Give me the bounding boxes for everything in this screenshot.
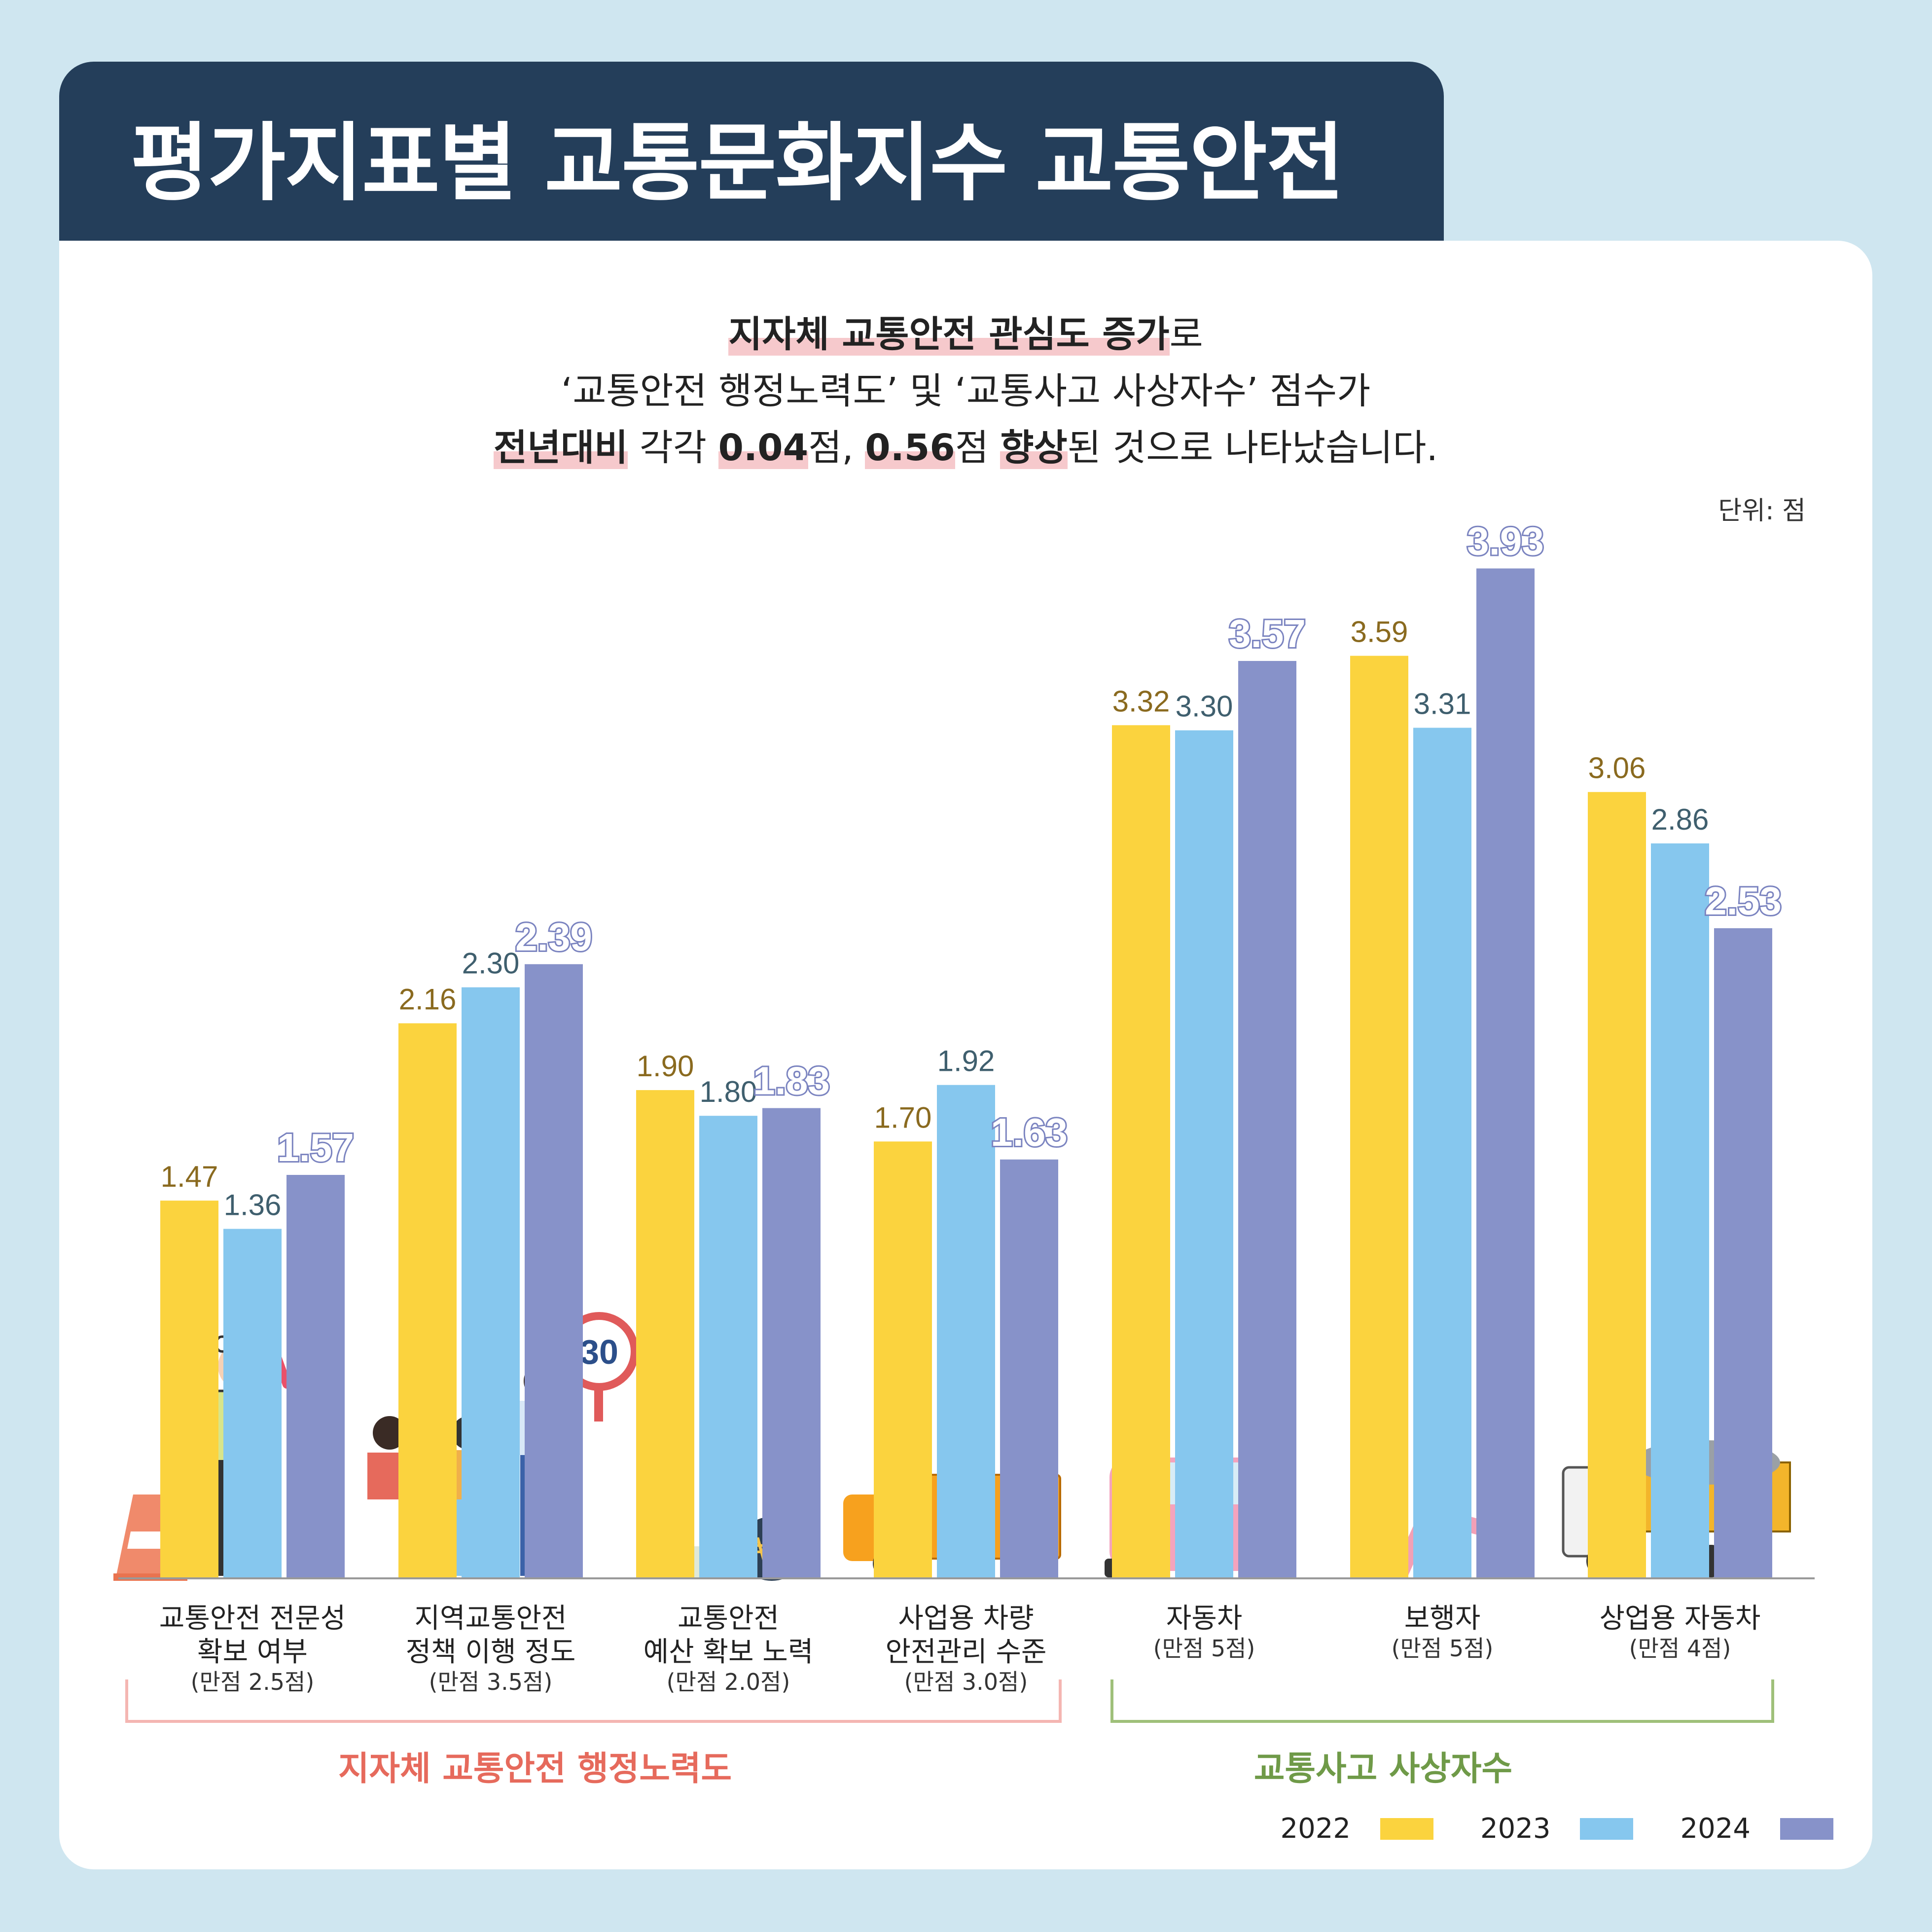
legend: 2022 2023 2024 bbox=[1233, 1813, 1833, 1845]
category-max-score: (만점 3.0점) bbox=[904, 1669, 1028, 1695]
value-label-2023-5: 3.31 bbox=[1414, 687, 1471, 720]
category-label: 정책 이행 정도 bbox=[406, 1636, 576, 1668]
bar-2023-5 bbox=[1413, 728, 1471, 1578]
category-label: 상업용 자동차 bbox=[1600, 1603, 1761, 1635]
category-label: 사업용 차량 bbox=[898, 1603, 1034, 1635]
bar-2023-2 bbox=[699, 1116, 757, 1578]
category-max-score: (만점 5점) bbox=[1153, 1635, 1255, 1662]
intro-highlight: 0.56 bbox=[865, 427, 955, 469]
intro-line-2: ‘교통안전 행정노력도’ 및 ‘교통사고 사상자수’ 점수가 bbox=[561, 370, 1371, 412]
value-label-2022-2: 1.90 bbox=[637, 1050, 694, 1083]
value-label-2022-0: 1.47 bbox=[161, 1160, 218, 1193]
bar-2022-0 bbox=[160, 1201, 218, 1578]
category-label: 지역교통안전 bbox=[414, 1603, 567, 1635]
value-label-2022-6: 3.06 bbox=[1588, 752, 1646, 785]
category-label: 교통안전 bbox=[678, 1603, 779, 1635]
legend-label: 2023 bbox=[1480, 1813, 1551, 1845]
category-max-score: (만점 2.0점) bbox=[667, 1669, 790, 1695]
value-label-2022-1: 2.16 bbox=[399, 983, 457, 1016]
category-label: 확보 여부 bbox=[197, 1636, 308, 1668]
value-label-2024-2: 1.83 bbox=[753, 1059, 830, 1103]
value-label-2023-2: 1.80 bbox=[700, 1075, 757, 1108]
bar-2022-6 bbox=[1588, 792, 1646, 1578]
category-max-score: (만점 2.5점) bbox=[191, 1669, 315, 1695]
bar-2024-1 bbox=[525, 964, 583, 1578]
group-label-admin: 지자체 교통안전 행정노력도 bbox=[338, 1750, 732, 1788]
bar-2024-5 bbox=[1476, 568, 1535, 1578]
value-label-2024-0: 1.57 bbox=[277, 1126, 354, 1169]
intro-highlight: 전년대비 bbox=[493, 427, 628, 469]
category-label: 교통안전 전문성 bbox=[159, 1603, 346, 1635]
intro-highlight: 0.04 bbox=[718, 427, 809, 469]
bar-2023-4 bbox=[1175, 730, 1233, 1578]
category-max-score: (만점 5점) bbox=[1392, 1635, 1494, 1662]
intro-line-1: 지자체 교통안전 관심도 증가로 bbox=[59, 305, 1872, 358]
category-label: 보행자 bbox=[1404, 1603, 1481, 1635]
bar-2024-4 bbox=[1238, 661, 1296, 1578]
value-label-2022-3: 1.70 bbox=[874, 1101, 932, 1134]
category-max-score: (만점 4점) bbox=[1629, 1635, 1731, 1662]
title-tab bbox=[59, 62, 1444, 269]
bar-2023-1 bbox=[462, 987, 520, 1578]
category-label: 자동차 bbox=[1166, 1603, 1243, 1635]
legend-swatch bbox=[1380, 1818, 1433, 1840]
bar-2023-0 bbox=[223, 1229, 282, 1578]
legend-label: 2022 bbox=[1280, 1813, 1351, 1845]
accident-group-bracket bbox=[1110, 1679, 1774, 1723]
value-label-2024-1: 2.39 bbox=[515, 915, 592, 959]
intro-text: 된 것으로 나타났습니다. bbox=[1067, 427, 1438, 469]
legend-label: 2024 bbox=[1680, 1813, 1751, 1845]
intro-highlight: 지자체 교통안전 관심도 증가 bbox=[728, 313, 1170, 356]
bar-2024-6 bbox=[1714, 928, 1772, 1578]
admin-group-bracket bbox=[125, 1679, 1062, 1723]
intro-text: 각각 bbox=[628, 427, 718, 469]
legend-item-2023: 2023 bbox=[1480, 1813, 1634, 1845]
intro-text: 점, bbox=[808, 427, 865, 469]
legend-item-2022: 2022 bbox=[1280, 1813, 1433, 1845]
bar-2022-1 bbox=[398, 1023, 457, 1578]
legend-item-2024: 2024 bbox=[1680, 1813, 1833, 1845]
legend-swatch bbox=[1580, 1818, 1634, 1840]
legend-swatch bbox=[1780, 1818, 1833, 1840]
bars-layer bbox=[160, 568, 1772, 1578]
bar-2022-5 bbox=[1350, 656, 1408, 1578]
bar-2022-4 bbox=[1112, 725, 1170, 1578]
chart-card: 지자체 교통안전 관심도 증가로 ‘교통안전 행정노력도’ 및 ‘교통사고 사상… bbox=[59, 241, 1872, 1869]
value-label-2023-1: 2.30 bbox=[462, 947, 520, 980]
intro-text: 점 bbox=[955, 427, 1001, 469]
value-label-2024-4: 3.57 bbox=[1229, 612, 1306, 656]
value-label-2024-6: 2.53 bbox=[1705, 879, 1782, 923]
page-title: 평가지표별 교통문화지수 교통안전 bbox=[131, 113, 1344, 213]
category-label: 예산 확보 노력 bbox=[644, 1636, 814, 1668]
value-label-2022-5: 3.59 bbox=[1351, 616, 1408, 649]
value-label-2022-4: 3.32 bbox=[1112, 685, 1170, 718]
intro-line-3: 전년대비 각각 0.04점, 0.56점 향상된 것으로 나타났습니다. bbox=[59, 418, 1872, 471]
value-label-2024-3: 1.63 bbox=[991, 1110, 1068, 1154]
intro-highlight: 향상 bbox=[1000, 427, 1068, 469]
bar-2022-3 bbox=[874, 1141, 932, 1578]
unit-label: 단위: 점 bbox=[1718, 496, 1806, 526]
value-label-2023-3: 1.92 bbox=[937, 1045, 995, 1078]
bar-2024-3 bbox=[1000, 1159, 1058, 1578]
category-label: 안전관리 수준 bbox=[886, 1636, 1047, 1668]
bar-2024-2 bbox=[762, 1108, 821, 1578]
bar-2024-0 bbox=[286, 1175, 345, 1578]
category-max-score: (만점 3.5점) bbox=[429, 1669, 553, 1695]
bar-2022-2 bbox=[636, 1090, 694, 1578]
svg-text:30: 30 bbox=[580, 1333, 618, 1371]
bar-2023-3 bbox=[937, 1085, 995, 1578]
intro-text: 로 bbox=[1169, 313, 1203, 356]
bar-2023-6 bbox=[1651, 843, 1709, 1578]
value-label-2023-6: 2.86 bbox=[1651, 803, 1709, 836]
value-label-2023-0: 1.36 bbox=[224, 1188, 282, 1221]
value-label-2024-5: 3.93 bbox=[1467, 519, 1544, 563]
group-label-accident: 교통사고 사상자수 bbox=[1253, 1750, 1513, 1788]
value-labels-layer: 1.471.36 1.57 2.162.302.39 1.901.801.83 1.70… bbox=[161, 517, 1783, 1221]
value-label-2023-4: 3.30 bbox=[1176, 690, 1233, 723]
